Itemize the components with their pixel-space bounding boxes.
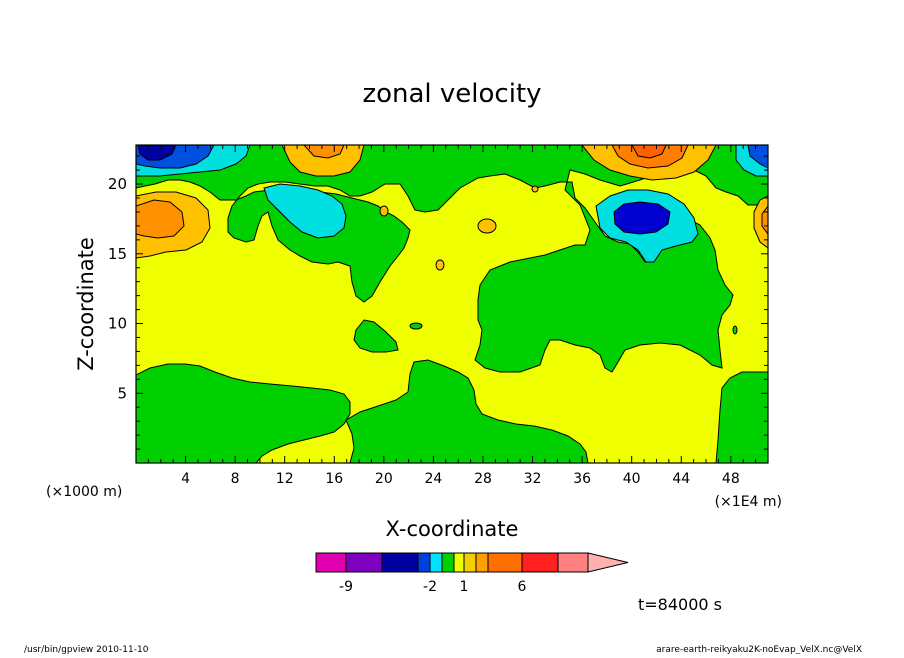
field-darkorange-right-edge	[761, 205, 768, 235]
colorbar-box	[557, 552, 589, 573]
y-tick-label: 5	[117, 384, 127, 402]
colorbar-box	[453, 552, 465, 573]
field-blue-right	[613, 201, 671, 235]
x-tick-label: 28	[474, 471, 492, 487]
field-island-5	[409, 322, 423, 330]
colorbar-label: -2	[423, 579, 437, 595]
colorbar-label: 6	[518, 579, 527, 595]
field-island-6	[732, 325, 738, 335]
colorbar-box	[345, 552, 383, 573]
colorbar-arrow	[587, 552, 629, 573]
colorbar-box	[463, 552, 477, 573]
x-unit-right: (×1E4 m)	[715, 494, 782, 510]
x-unit-left: (×1000 m)	[46, 484, 122, 500]
field-orange-right-edge	[753, 195, 768, 249]
footer-right: arare-earth-reikyaku2K-noEvap_VelX.nc@Ve…	[656, 645, 862, 654]
x-axis-label: X-coordinate	[386, 517, 519, 541]
x-tick-label: 40	[623, 471, 641, 487]
colorbar-box	[475, 552, 489, 573]
colorbar-box	[429, 552, 443, 573]
x-tick-label: 36	[573, 471, 591, 487]
colorbar-label: -9	[339, 579, 353, 595]
colorbar-box	[521, 552, 559, 573]
x-tick-label: 48	[722, 471, 740, 487]
y-tick-label: 15	[108, 245, 127, 263]
field-blue-top-right	[747, 145, 768, 169]
colorbar-box	[441, 552, 455, 573]
plot-frame	[135, 144, 769, 464]
y-axis: 5 10 15 20	[108, 155, 768, 450]
colorbar: -9 -2 1 6	[315, 552, 629, 595]
field-darkblue-top-left	[137, 145, 177, 161]
field-island-1	[379, 205, 389, 217]
field-island-2	[477, 218, 497, 234]
field-lower-middle-green	[345, 359, 589, 463]
colorbar-box	[487, 552, 523, 573]
x-tick-label: 44	[672, 471, 690, 487]
chart-title: zonal velocity	[362, 79, 541, 109]
x-tick-label: 32	[524, 471, 542, 487]
colorbar-label: 1	[460, 579, 469, 595]
field-green-blob-mid	[353, 319, 399, 353]
x-tick-label: 8	[231, 471, 240, 487]
field-island-3	[531, 185, 539, 193]
x-axis: 4 8 12 16 20 24 28 32 36 40 44 48	[147, 145, 757, 487]
x-tick-label: 20	[375, 471, 393, 487]
time-label: t=84000 s	[638, 595, 722, 614]
field-red-top-right	[631, 145, 667, 159]
y-tick-label: 10	[108, 315, 127, 333]
field-lower-left-green	[136, 363, 351, 463]
colorbar-box	[417, 552, 431, 573]
field-island-4	[435, 259, 445, 271]
field-darkorange-left	[136, 199, 185, 239]
field-cyan-upper-middle	[263, 183, 347, 239]
x-tick-label: 24	[424, 471, 442, 487]
colorbar-box	[315, 552, 347, 573]
plot-area	[136, 145, 768, 463]
y-axis-label: Z-coordinate	[74, 237, 98, 371]
footer-left: /usr/bin/gpview 2010-11-10	[24, 645, 149, 654]
x-tick-label: 12	[276, 471, 294, 487]
y-tick-label: 20	[108, 175, 127, 193]
x-tick-label: 16	[325, 471, 343, 487]
colorbar-box	[381, 552, 419, 573]
x-tick-label: 4	[181, 471, 190, 487]
field-orange-top-middle	[281, 145, 365, 177]
field-lower-right-green	[715, 371, 768, 463]
